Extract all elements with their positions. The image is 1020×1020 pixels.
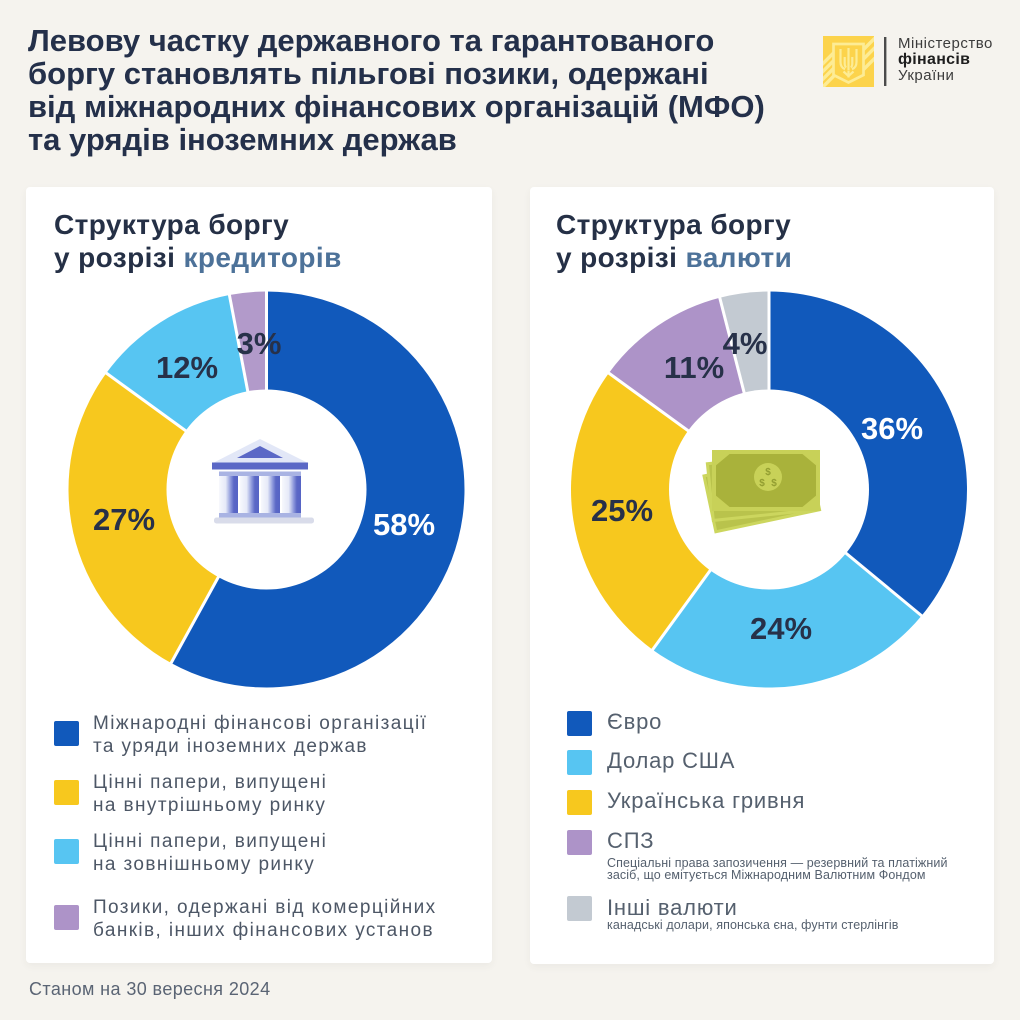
svg-text:3%: 3% bbox=[237, 326, 282, 361]
svg-text:27%: 27% bbox=[93, 502, 155, 537]
svg-text:36%: 36% bbox=[861, 411, 923, 446]
svg-text:$: $ bbox=[765, 467, 771, 478]
svg-text:24%: 24% bbox=[750, 611, 812, 646]
svg-text:12%: 12% bbox=[156, 350, 218, 385]
svg-text:$: $ bbox=[759, 478, 765, 489]
svg-text:25%: 25% bbox=[591, 493, 653, 528]
svg-text:11%: 11% bbox=[664, 350, 724, 385]
svg-text:58%: 58% bbox=[373, 507, 435, 542]
svg-text:$: $ bbox=[771, 478, 777, 489]
svg-text:4%: 4% bbox=[723, 326, 768, 361]
